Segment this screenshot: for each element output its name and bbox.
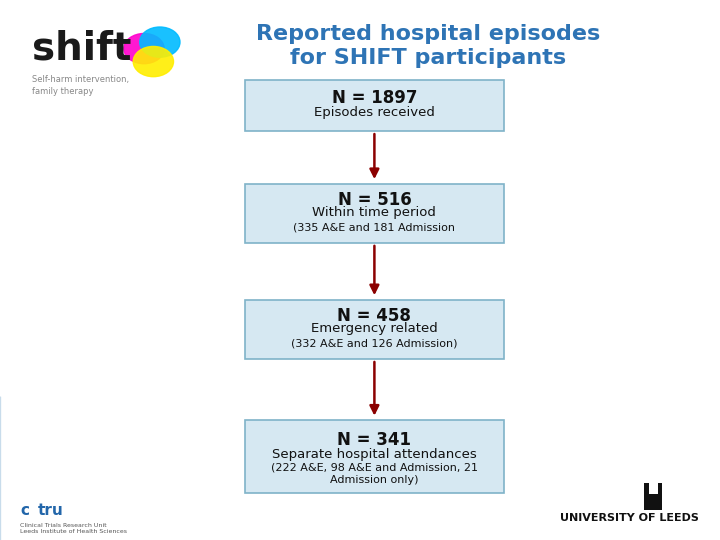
Text: UNIVERSITY OF LEEDS: UNIVERSITY OF LEEDS <box>559 514 698 523</box>
Text: N = 516: N = 516 <box>338 191 411 209</box>
Text: Emergency related: Emergency related <box>311 322 438 335</box>
Text: N = 1897: N = 1897 <box>332 89 417 107</box>
Text: (222 A&E, 98 A&E and Admission, 21
Admission only): (222 A&E, 98 A&E and Admission, 21 Admis… <box>271 463 478 484</box>
Text: Within time period: Within time period <box>312 206 436 219</box>
Text: tru: tru <box>37 503 63 518</box>
FancyBboxPatch shape <box>245 79 504 131</box>
Text: (335 A&E and 181 Admission: (335 A&E and 181 Admission <box>294 222 456 233</box>
Text: N = 341: N = 341 <box>338 431 411 449</box>
Bar <box>644 483 662 510</box>
FancyBboxPatch shape <box>245 184 504 243</box>
Text: N = 458: N = 458 <box>338 307 411 325</box>
Text: Self-harm intervention,
family therapy: Self-harm intervention, family therapy <box>32 75 130 96</box>
Text: (332 A&E and 126 Admission): (332 A&E and 126 Admission) <box>291 339 458 349</box>
FancyBboxPatch shape <box>245 300 504 359</box>
Bar <box>649 478 658 494</box>
Circle shape <box>124 33 164 64</box>
Text: Reported hospital episodes
for SHIFT participants: Reported hospital episodes for SHIFT par… <box>256 24 600 68</box>
Text: Clinical Trials Research Unit
Leeds Institute of Health Sciences: Clinical Trials Research Unit Leeds Inst… <box>20 523 127 534</box>
Circle shape <box>133 46 174 77</box>
Circle shape <box>140 27 180 57</box>
Text: Separate hospital attendances: Separate hospital attendances <box>272 448 477 461</box>
FancyBboxPatch shape <box>245 420 504 492</box>
Text: shift: shift <box>32 30 132 68</box>
Text: Episodes received: Episodes received <box>314 106 435 119</box>
Text: c: c <box>20 503 29 518</box>
